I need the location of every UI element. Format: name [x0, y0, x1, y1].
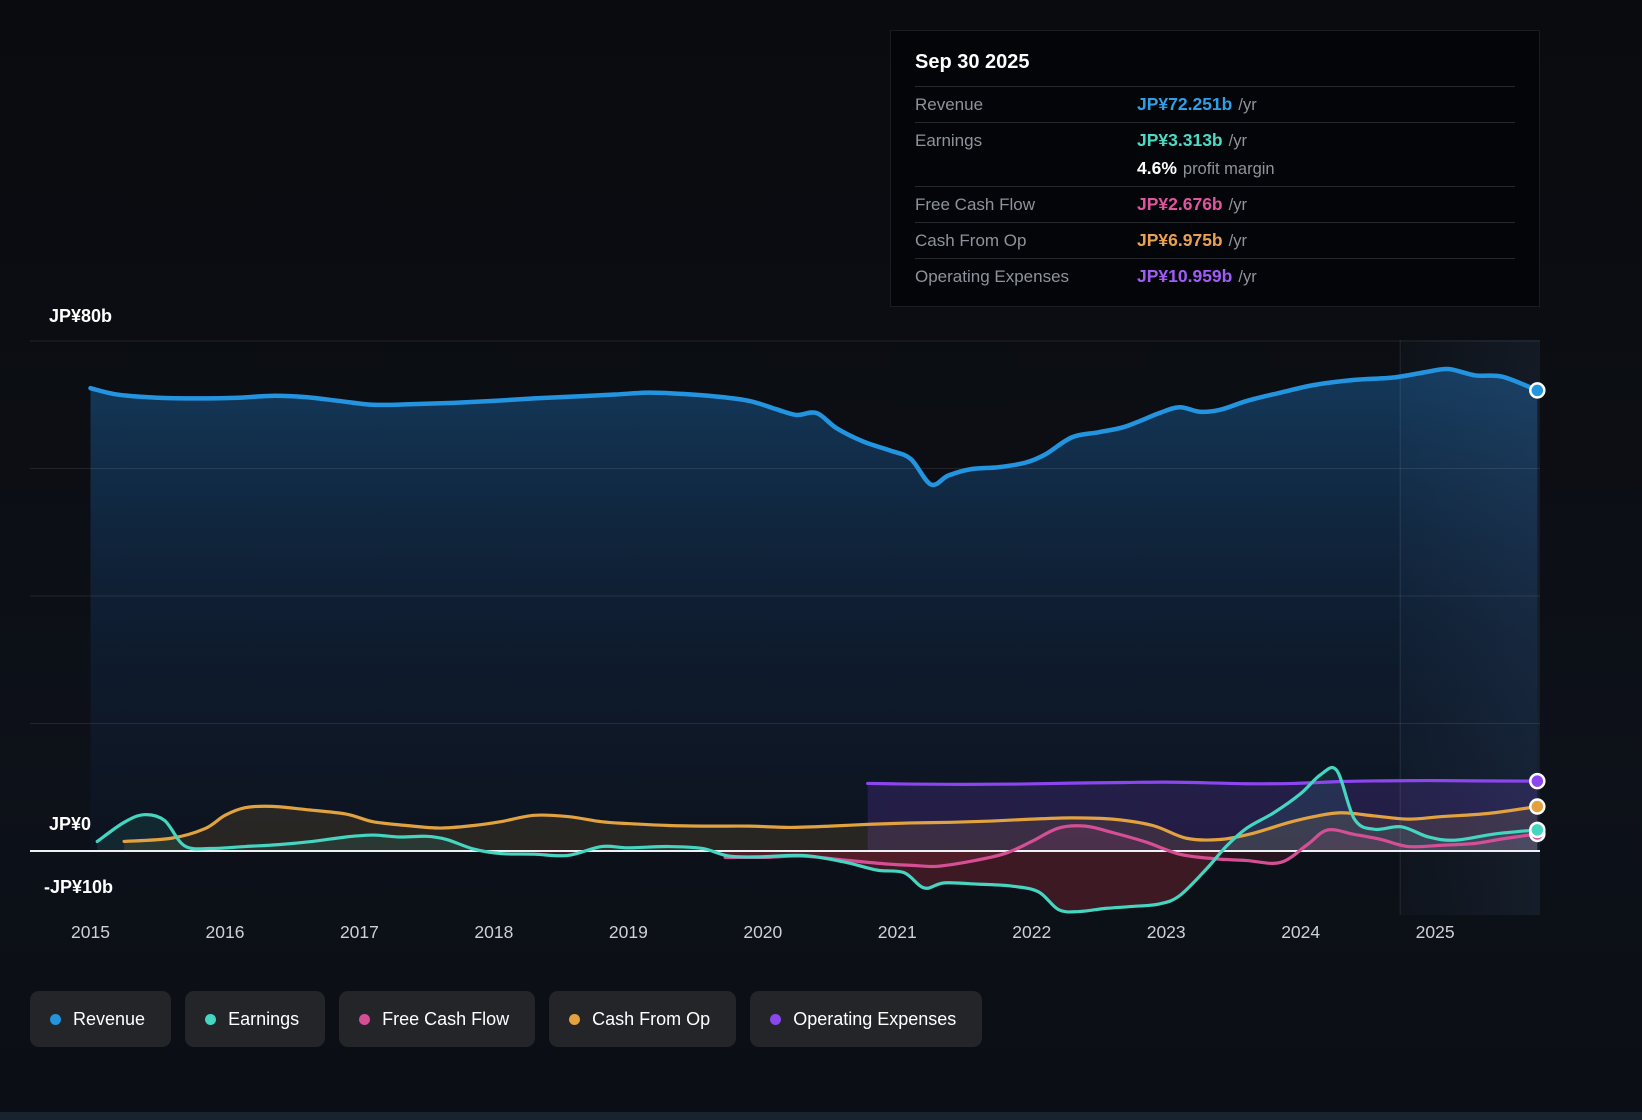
tooltip-row-suffix: /yr	[1238, 268, 1257, 286]
tooltip-row-value-group: JP¥10.959b/yr	[1137, 266, 1515, 287]
free-cash-flow-line	[723, 824, 1539, 869]
y-axis-label-zero: JP¥0	[49, 814, 92, 834]
chart-canvas[interactable]	[0, 340, 1642, 918]
free-cash-flow-area-negative	[725, 851, 1538, 867]
x-tick-2023: 2023	[1146, 922, 1186, 942]
tooltip-row-suffix: /yr	[1228, 196, 1247, 214]
x-tick-2022: 2022	[1012, 922, 1052, 942]
x-tick-2021: 2021	[877, 922, 917, 942]
tooltip-row-cash-from-op: Cash From Op JP¥6.975b/yr	[915, 222, 1515, 258]
x-tick-2024: 2024	[1281, 922, 1321, 942]
tooltip-row-value-group: JP¥6.975b/yr	[1137, 230, 1515, 251]
tooltip-row-label: Cash From Op	[915, 230, 1027, 250]
x-tick-2018: 2018	[474, 922, 514, 942]
legend-label: Free Cash Flow	[382, 1008, 510, 1029]
earnings-end-marker[interactable]	[1529, 821, 1546, 839]
x-axis: 2015 2016 2017 2018 2019 2020 2021 2022 2023 2024…	[0, 922, 1642, 952]
legend-dot-icon	[359, 1013, 371, 1025]
chart-legend: Revenue Earnings Free Cash Flow Cash From O…	[30, 991, 983, 1047]
legend-item-cash-from-op[interactable]: Cash From Op	[549, 991, 737, 1047]
operating-expenses-end-marker[interactable]	[1529, 772, 1546, 790]
tooltip-row-value-group: 4.6% profit margin	[1137, 158, 1515, 179]
tooltip-rows: Revenue JP¥72.251b/yr Earnings JP¥3.313b/yr…	[915, 86, 1515, 294]
x-tick-2025: 2025	[1415, 922, 1455, 942]
bottom-strip	[0, 1112, 1642, 1120]
tooltip-row-label: Operating Expenses	[915, 266, 1070, 286]
legend-item-operating-expenses[interactable]: Operating Expenses	[750, 991, 983, 1047]
x-tick-2020: 2020	[743, 922, 783, 942]
tooltip-row-value: JP¥6.975b	[1137, 230, 1223, 250]
tooltip-row-suffix: profit margin	[1182, 160, 1275, 178]
operating-expenses-area	[867, 780, 1538, 851]
tooltip-row-profit-margin: 4.6% profit margin	[915, 158, 1515, 186]
legend-item-free-cash-flow[interactable]: Free Cash Flow	[339, 991, 536, 1047]
tooltip-row-value-group: JP¥2.676b/yr	[1137, 194, 1515, 215]
legend-dot-icon	[770, 1013, 782, 1025]
legend-dot-icon	[569, 1013, 581, 1025]
x-tick-2019: 2019	[608, 922, 648, 942]
legend-dot-icon	[50, 1013, 61, 1025]
legend-dot-icon	[205, 1013, 217, 1025]
tooltip-row-label: Free Cash Flow	[915, 194, 1035, 214]
forecast-band	[1400, 340, 1540, 915]
x-tick-2017: 2017	[339, 922, 379, 942]
tooltip-row-value-group: JP¥72.251b/yr	[1137, 94, 1515, 115]
tooltip-row-value: JP¥2.676b	[1137, 194, 1223, 214]
tooltip-row-suffix: /yr	[1238, 96, 1257, 114]
y-axis-label-neg10b: -JP¥10b	[44, 877, 114, 897]
tooltip-row-label: Revenue	[915, 94, 984, 114]
legend-item-earnings[interactable]: Earnings	[185, 991, 326, 1047]
legend-item-revenue[interactable]: Revenue	[30, 991, 172, 1047]
y-axis-label-80b: JP¥80b	[49, 306, 113, 326]
tooltip-row-revenue: Revenue JP¥72.251b/yr	[915, 86, 1515, 122]
revenue-line	[88, 366, 1540, 488]
tooltip-row-suffix: /yr	[1228, 132, 1247, 150]
tooltip-row-value-group: JP¥3.313b/yr	[1137, 130, 1515, 151]
revenue-area	[90, 368, 1538, 851]
legend-label: Operating Expenses	[793, 1008, 957, 1029]
cash-from-op-line	[122, 804, 1539, 844]
tooltip-row-label: Earnings	[915, 130, 983, 150]
earnings-line	[95, 765, 1539, 914]
tooltip-row-earnings: Earnings JP¥3.313b/yr	[915, 122, 1515, 158]
x-tick-2016: 2016	[205, 922, 245, 942]
tooltip-row-value: JP¥3.313b	[1137, 130, 1223, 150]
tooltip-row-free-cash-flow: Free Cash Flow JP¥2.676b/yr	[915, 186, 1515, 222]
x-tick-2015: 2015	[71, 922, 110, 942]
cash-from-op-area	[124, 806, 1538, 851]
operating-expenses-line	[866, 778, 1539, 786]
legend-label: Revenue	[73, 1008, 146, 1029]
tooltip-date: Sep 30 2025	[915, 51, 1030, 73]
tooltip-row-value: JP¥10.959b	[1137, 266, 1233, 286]
tooltip-row-operating-expenses: Operating Expenses JP¥10.959b/yr	[915, 258, 1515, 294]
legend-label: Earnings	[228, 1008, 300, 1029]
revenue-end-marker[interactable]	[1529, 382, 1546, 399]
tooltip-row-value: JP¥72.251b	[1137, 94, 1233, 114]
tooltip-row-suffix: /yr	[1228, 232, 1247, 250]
cash-from-op-end-marker[interactable]	[1529, 798, 1546, 815]
tooltip-row-value: 4.6%	[1137, 158, 1177, 178]
legend-label: Cash From Op	[592, 1008, 711, 1029]
chart-tooltip: Sep 30 2025 Revenue JP¥72.251b/yr Earnings…	[890, 30, 1540, 307]
